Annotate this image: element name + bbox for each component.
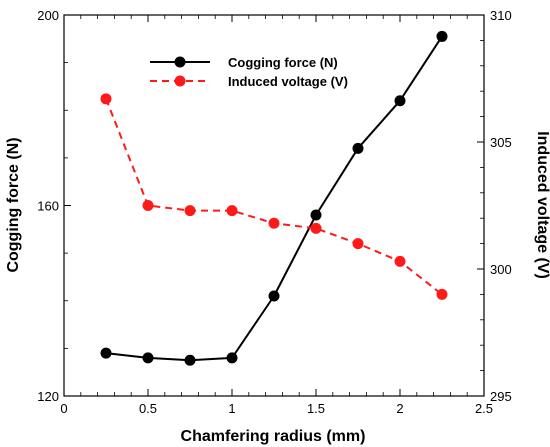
x-tick-label: 1.5	[307, 401, 325, 416]
right-y-tick-label: 300	[490, 262, 512, 277]
x-tick-label: 0	[60, 401, 67, 416]
data-point-induced-voltage	[310, 222, 322, 234]
legend: Cogging force (N) Induced voltage (V)	[150, 55, 348, 89]
data-point-induced-voltage	[142, 200, 154, 211]
right-y-axis-title: Induced voltage (V)	[534, 131, 550, 279]
legend-label-induced-voltage: Induced voltage (V)	[228, 74, 348, 89]
series-line-induced-voltage	[105, 98, 443, 296]
data-point-induced-voltage	[268, 217, 280, 229]
x-axis-title: Chamfering radius (mm)	[181, 428, 366, 445]
plot-frame	[63, 14, 485, 397]
data-point-cogging-force	[100, 347, 112, 359]
x-tick-label: 2.5	[475, 401, 493, 416]
legend-marker-induced-voltage	[174, 75, 186, 87]
data-point-induced-voltage	[100, 93, 112, 105]
left-y-tick-label: 200	[37, 8, 59, 23]
left-y-axis-title: Cogging force (N)	[5, 137, 22, 272]
x-tick-label: 1	[228, 401, 235, 416]
data-point-cogging-force	[352, 142, 364, 154]
data-point-induced-voltage	[436, 288, 448, 300]
series-points	[100, 30, 448, 366]
data-point-induced-voltage	[184, 205, 196, 217]
data-point-induced-voltage	[394, 255, 406, 267]
data-point-cogging-force	[226, 352, 238, 364]
data-point-cogging-force	[268, 290, 280, 302]
data-point-induced-voltage	[352, 238, 364, 250]
legend-marker-cogging-force	[174, 56, 186, 68]
data-point-cogging-force	[310, 209, 322, 221]
right-y-tick-label: 295	[490, 389, 512, 404]
right-y-axis-ticks: 295 300 305 310	[477, 8, 512, 404]
right-y-tick-label: 305	[490, 135, 512, 150]
x-axis-ticks: 0 0.5 1 1.5 2 2.5	[60, 15, 493, 416]
data-point-cogging-force	[436, 30, 448, 42]
data-point-induced-voltage	[226, 205, 238, 217]
plot-border	[63, 14, 485, 397]
data-point-cogging-force	[142, 352, 154, 364]
x-tick-label: 2	[396, 401, 403, 416]
data-point-cogging-force	[394, 95, 406, 107]
legend-label-cogging-force: Cogging force (N)	[228, 55, 338, 70]
left-y-axis-ticks: 120 160 200	[37, 8, 71, 404]
data-point-cogging-force	[184, 354, 196, 366]
left-y-tick-label: 160	[37, 199, 59, 214]
right-y-tick-label: 310	[490, 8, 512, 23]
x-tick-label: 0.5	[139, 401, 157, 416]
left-y-tick-label: 120	[37, 389, 59, 404]
